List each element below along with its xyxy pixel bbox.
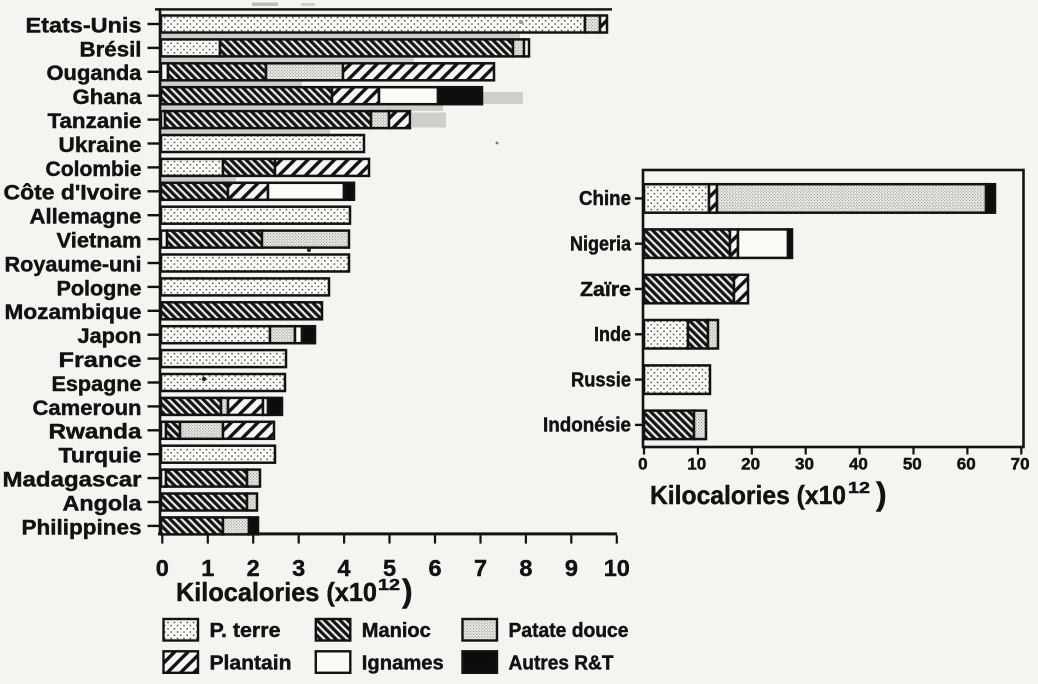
- svg-text:8: 8: [519, 555, 532, 581]
- svg-text:Ghana: Ghana: [73, 85, 143, 109]
- svg-text:Brésil: Brésil: [80, 37, 142, 61]
- svg-text:0: 0: [638, 455, 647, 474]
- svg-text:Autres R&T: Autres R&T: [509, 652, 614, 674]
- svg-text:6: 6: [428, 555, 441, 581]
- svg-text:40: 40: [849, 455, 868, 474]
- svg-text:20: 20: [741, 455, 760, 474]
- svg-text:Ukraine: Ukraine: [59, 133, 142, 157]
- svg-text:Russie: Russie: [571, 369, 631, 391]
- svg-text:2: 2: [247, 555, 260, 581]
- svg-text:Vietnam: Vietnam: [57, 229, 142, 253]
- svg-text:Chine: Chine: [579, 188, 631, 210]
- svg-text:Japon: Japon: [78, 324, 142, 348]
- svg-text:Allemagne: Allemagne: [30, 205, 142, 229]
- svg-text:Nigeria: Nigeria: [570, 234, 632, 256]
- svg-text:Plantain: Plantain: [210, 652, 292, 674]
- svg-text:P. terre: P. terre: [210, 620, 281, 642]
- svg-text:70: 70: [1011, 455, 1030, 474]
- svg-text:Ignames: Ignames: [362, 652, 444, 674]
- svg-text:12: 12: [378, 577, 400, 594]
- svg-text:3: 3: [292, 555, 305, 581]
- svg-text:Turquie: Turquie: [59, 444, 142, 468]
- svg-text:): ): [876, 476, 887, 512]
- svg-text:Kilocalories (x10: Kilocalories (x10: [176, 577, 377, 607]
- svg-text:7: 7: [474, 555, 487, 581]
- svg-text:Pologne: Pologne: [57, 276, 142, 300]
- svg-text:1: 1: [201, 555, 214, 581]
- svg-text:Côte d'Ivoire: Côte d'Ivoire: [4, 181, 142, 205]
- svg-text:4: 4: [338, 555, 351, 581]
- svg-text:Philippines: Philippines: [22, 515, 142, 539]
- svg-text:Espagne: Espagne: [52, 372, 142, 396]
- svg-text:Ouganda: Ouganda: [47, 61, 143, 85]
- svg-text:Kilocalories (x10: Kilocalories (x10: [650, 480, 846, 510]
- svg-text:France: France: [59, 348, 142, 372]
- svg-text:30: 30: [795, 455, 814, 474]
- svg-text:Indonésie: Indonésie: [543, 415, 631, 437]
- svg-text:50: 50: [903, 455, 922, 474]
- svg-text:Zaïre: Zaïre: [580, 279, 631, 301]
- svg-text:): ): [402, 573, 413, 609]
- svg-text:Madagascar: Madagascar: [3, 468, 143, 492]
- svg-text:Patate douce: Patate douce: [509, 620, 629, 642]
- svg-text:Colombie: Colombie: [46, 157, 142, 181]
- svg-text:Tanzanie: Tanzanie: [48, 109, 142, 133]
- svg-text:60: 60: [957, 455, 976, 474]
- svg-text:Royaume-uni: Royaume-uni: [5, 252, 142, 276]
- svg-text:12: 12: [848, 480, 870, 497]
- svg-text:Inde: Inde: [594, 324, 631, 346]
- svg-text:10: 10: [604, 555, 630, 581]
- svg-text:5: 5: [383, 555, 396, 581]
- svg-text:Cameroun: Cameroun: [33, 396, 142, 420]
- svg-text:0: 0: [156, 555, 169, 581]
- svg-text:Etats-Unis: Etats-Unis: [26, 13, 142, 37]
- svg-text:Angola: Angola: [63, 491, 143, 515]
- svg-text:9: 9: [565, 555, 578, 581]
- svg-text:Mozambique: Mozambique: [5, 300, 142, 324]
- svg-text:10: 10: [687, 455, 706, 474]
- svg-text:Rwanda: Rwanda: [49, 420, 143, 444]
- svg-text:Manioc: Manioc: [362, 620, 431, 642]
